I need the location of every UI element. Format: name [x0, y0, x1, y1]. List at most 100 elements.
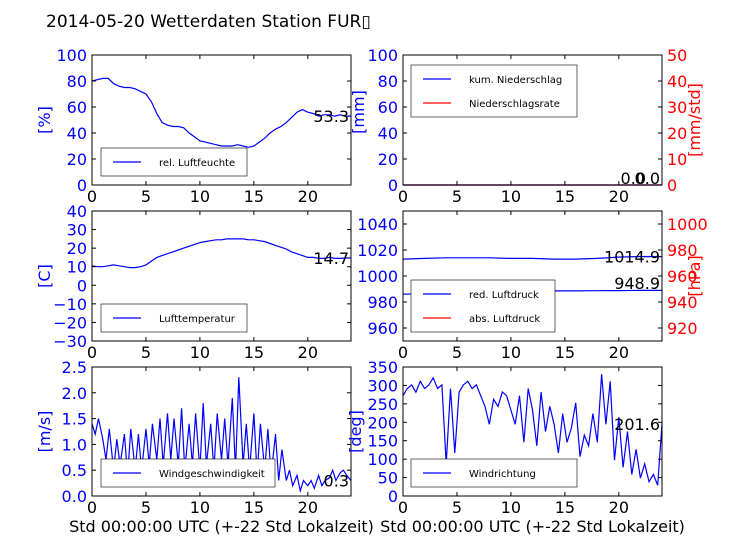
- x-tick-label: 15: [555, 187, 575, 206]
- y-axis-label: [mm]: [349, 90, 368, 134]
- y2-tick-label: 40: [667, 72, 687, 91]
- y2-tick-label: 960: [667, 267, 698, 286]
- last-value-label-secondary: 948.9: [614, 274, 660, 293]
- y-tick-label: 0: [77, 176, 87, 195]
- legend-label: red. Luftdruck: [469, 290, 539, 301]
- y2-tick-label: 980: [667, 241, 698, 260]
- x-tick-label: 20: [609, 343, 629, 362]
- series-line-humidity-0: [91, 77, 351, 148]
- y-tick-label: 40: [67, 202, 87, 221]
- y-tick-label: 350: [367, 358, 398, 377]
- y-tick-label: 2.0: [62, 384, 87, 403]
- x-tick-label: 20: [298, 187, 318, 206]
- x-tick-label: 5: [141, 343, 151, 362]
- y-tick-label: 0: [388, 176, 398, 195]
- x-tick-label: 15: [555, 498, 575, 517]
- legend-temperature: Lufttemperatur: [100, 303, 248, 333]
- legend-windspeed: Windgeschwindigkeit: [100, 458, 276, 488]
- y-tick-label: −30: [53, 332, 87, 351]
- x-tick-label: 0: [398, 498, 408, 517]
- y-tick-label: 0.5: [62, 461, 87, 480]
- plot-frame: [402, 54, 663, 186]
- y-tick-label: 60: [378, 98, 398, 117]
- legend-humidity: rel. Luftfeuchte: [100, 147, 248, 177]
- legend-winddir: Windrichtung: [410, 458, 578, 488]
- last-value-label: 14.7: [313, 249, 349, 268]
- y-tick-label: 0: [388, 487, 398, 506]
- y-tick-label: 1.5: [62, 410, 87, 429]
- x-tick-label: 15: [244, 187, 264, 206]
- legend-label: Niederschlagsrate: [469, 99, 560, 110]
- x-tick-label: 20: [609, 498, 629, 517]
- x-tick-label: 10: [501, 343, 521, 362]
- y-tick-label: 980: [367, 293, 398, 312]
- x-tick-label: 0: [87, 187, 97, 206]
- x-tick-label: 5: [452, 187, 462, 206]
- x-tick-label: 20: [298, 343, 318, 362]
- y-tick-label: 30: [67, 221, 87, 240]
- y-tick-label: 0: [77, 276, 87, 295]
- x-tick-label: 10: [501, 498, 521, 517]
- x-tick-label: 0: [87, 498, 97, 517]
- legend-label: Lufttemperatur: [159, 314, 236, 325]
- y2-tick-label: 940: [667, 293, 698, 312]
- y-tick-label: 100: [367, 450, 398, 469]
- y-tick-label: 1000: [357, 267, 398, 286]
- y-tick-label: 200: [367, 413, 398, 432]
- y-tick-label: 100: [367, 46, 398, 65]
- y-tick-label: 80: [378, 72, 398, 91]
- y2-tick-label: 0: [667, 176, 677, 195]
- x-tick-label: 20: [298, 498, 318, 517]
- x-axis-label: Std 00:00:00 UTC (+-22 Std Lokalzeit): [69, 517, 374, 536]
- y2-axis-label: [hPa]: [685, 255, 704, 296]
- legend-box: [410, 279, 556, 333]
- y-tick-label: 2.5: [62, 358, 87, 377]
- y-tick-label: 20: [378, 150, 398, 169]
- last-value-label-secondary: 0.0: [635, 169, 660, 188]
- y-axis-label: [C]: [35, 264, 54, 288]
- y2-axis-label: [mm/std]: [685, 83, 704, 157]
- y-tick-label: 80: [67, 72, 87, 91]
- x-axis-label: Std 00:00:00 UTC (+-22 Std Lokalzeit): [380, 517, 685, 536]
- y-tick-label: 10: [67, 258, 87, 277]
- y-tick-label: 0.0: [62, 487, 87, 506]
- legend-label: rel. Luftfeuchte: [159, 158, 235, 169]
- legend-label: Windrichtung: [469, 469, 536, 480]
- y-tick-label: 300: [367, 376, 398, 395]
- x-tick-label: 0: [398, 187, 408, 206]
- y-axis-label: [deg]: [346, 410, 365, 453]
- panel-temperature: 0 5 10 15 20−30−20−10010203040[C]14.7Lufttem…: [35, 202, 352, 362]
- y-axis-label: [%]: [35, 106, 54, 134]
- y-tick-label: 60: [67, 98, 87, 117]
- y-tick-label: 1040: [357, 215, 398, 234]
- y-tick-label: −20: [53, 313, 87, 332]
- plot-frame: [402, 366, 663, 497]
- x-tick-label: 20: [609, 187, 629, 206]
- y2-tick-label: 10: [667, 150, 687, 169]
- legend-box: [410, 64, 578, 118]
- x-tick-label: 5: [452, 498, 462, 517]
- x-tick-label: 0: [398, 343, 408, 362]
- y-tick-label: 960: [367, 319, 398, 338]
- y-tick-label: 50: [378, 469, 398, 488]
- legend-label: abs. Luftdruck: [469, 314, 540, 325]
- x-tick-label: 10: [190, 187, 210, 206]
- x-tick-label: 5: [141, 498, 151, 517]
- panel-windspeed: 0 5 10 15 20 0.0 0.5 1.0 1.5 2.0 2.5 [m/s] Std 00:00…: [35, 358, 374, 536]
- x-tick-label: 5: [452, 343, 462, 362]
- last-value-label: 201.6: [614, 415, 660, 434]
- last-value-label: 0.3: [324, 472, 349, 491]
- legend-label: Windgeschwindigkeit: [159, 469, 265, 480]
- y-tick-label: 100: [56, 46, 87, 65]
- x-tick-label: 10: [501, 187, 521, 206]
- y-tick-label: 150: [367, 432, 398, 451]
- y-tick-label: 20: [67, 150, 87, 169]
- legend-label: kum. Niederschlag: [469, 75, 562, 86]
- x-tick-label: 0: [87, 343, 97, 362]
- plot-frame: [91, 54, 352, 186]
- y-tick-label: −10: [53, 295, 87, 314]
